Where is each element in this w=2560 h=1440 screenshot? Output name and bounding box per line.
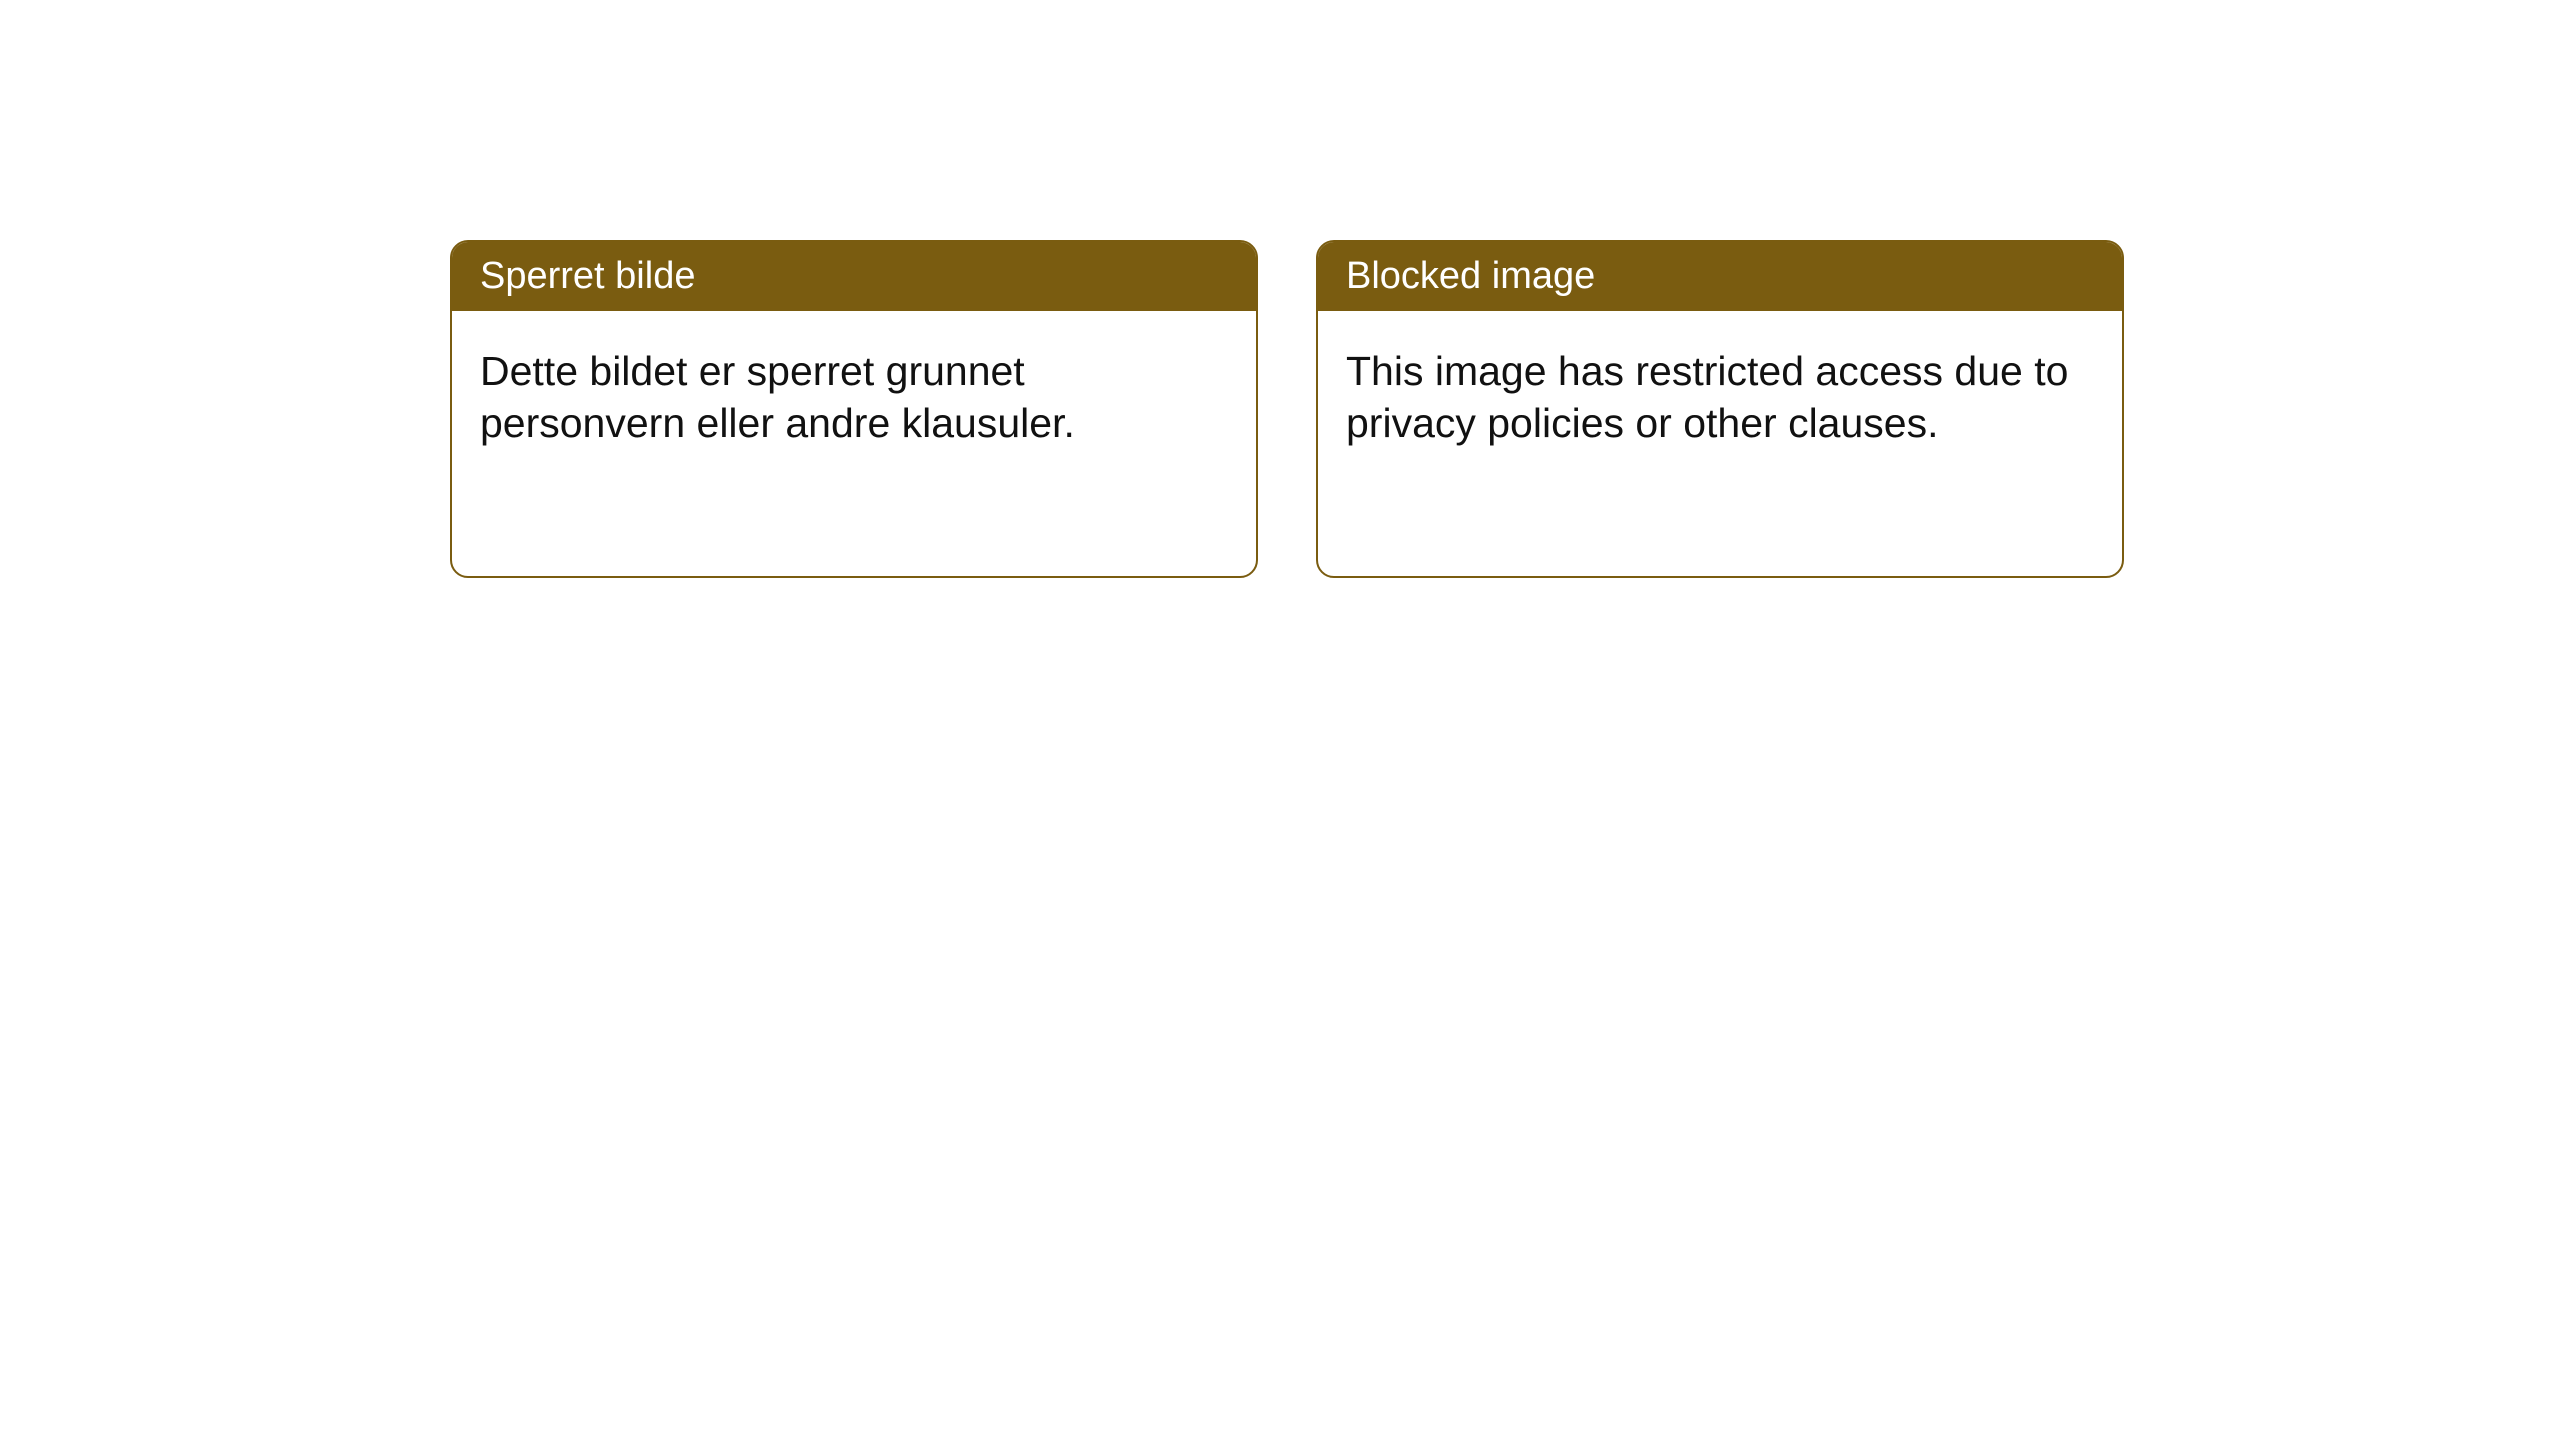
notice-card-header: Blocked image xyxy=(1318,242,2122,311)
notice-card-norwegian: Sperret bilde Dette bildet er sperret gr… xyxy=(450,240,1258,578)
notice-body-text: This image has restricted access due to … xyxy=(1346,348,2068,446)
notice-title: Blocked image xyxy=(1346,255,1595,297)
notice-container: Sperret bilde Dette bildet er sperret gr… xyxy=(0,0,2560,578)
notice-title: Sperret bilde xyxy=(480,255,695,297)
notice-card-header: Sperret bilde xyxy=(452,242,1256,311)
notice-card-body: Dette bildet er sperret grunnet personve… xyxy=(452,311,1256,483)
notice-body-text: Dette bildet er sperret grunnet personve… xyxy=(480,348,1075,446)
notice-card-english: Blocked image This image has restricted … xyxy=(1316,240,2124,578)
notice-card-body: This image has restricted access due to … xyxy=(1318,311,2122,483)
